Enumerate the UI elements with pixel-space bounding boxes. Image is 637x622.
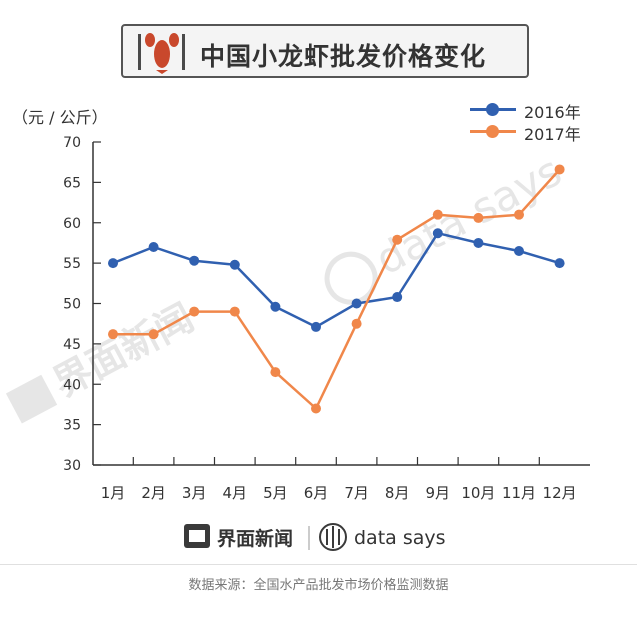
y-tick-label: 65 [63,175,81,191]
x-tick-label: 12月 [543,484,577,502]
x-tick-label: 1月 [101,484,126,502]
legend-label-2016: 2016年 [524,103,581,122]
legend-marker-2016 [486,103,499,116]
x-tick-label: 5月 [263,484,288,502]
data-point-2017年 [108,329,118,340]
series-line-2017年 [113,168,561,410]
legend-item-2016: 2016年 [470,98,630,122]
data-point-2017年 [351,318,362,329]
data-point-2017年 [554,164,565,175]
data-point-2016年 [351,298,362,309]
knife-shape [182,34,185,70]
x-tick-label: 8月 [385,484,410,502]
data-point-2016年 [270,301,281,312]
y-tick-label: 40 [63,377,81,393]
y-tick-label: 50 [63,297,81,313]
data-point-2016年 [311,321,321,332]
crayfish-icon [138,33,185,74]
x-tick-label: 7月 [344,484,369,502]
x-tick-label: 2月 [141,484,166,502]
data-point-2016年 [514,246,524,257]
y-tick-label: 35 [63,418,81,434]
legend-label-2017: 2017年 [524,125,581,144]
data-point-2017年 [148,329,159,340]
data-point-2016年 [432,228,443,239]
legend: 2016年 2017年 [470,98,630,144]
data-point-2016年 [108,258,118,269]
data-point-2016年 [229,259,240,270]
data-point-2016年 [392,292,403,303]
series-line-2016年 [112,231,560,329]
crayfish-claw-right [169,33,179,47]
watermark-text-right: data says [368,146,570,284]
crayfish-body [154,40,170,68]
x-tick-label: 9月 [426,484,451,502]
data-point-2016年 [189,255,200,266]
footer-separator [0,564,637,565]
y-tick-label: 45 [63,337,81,353]
legend-marker-2017 [486,125,499,138]
y-tick-label: 30 [63,458,81,474]
watermark-logo-icon [5,374,58,424]
data-source: 数据来源：全国水产品批发市场价格监测数据 [188,578,449,593]
data-point-2017年 [229,306,240,317]
x-tick-label: 6月 [304,484,329,502]
x-tick-label: 10月 [461,484,495,502]
crayfish-claw-left [145,33,155,47]
data-point-2017年 [270,367,281,378]
x-tick-label: 3月 [182,484,207,502]
data-point-2016年 [148,241,159,252]
datasays-logo-icon [319,523,347,551]
data-point-2017年 [311,403,321,414]
y-tick-label: 60 [63,216,81,232]
data-point-2017年 [432,209,443,220]
data-point-2016年 [554,258,565,269]
jiemian-logo-inner [189,530,205,542]
footer-logos: 界面新闻 data says [184,523,446,551]
y-tick-label: 70 [63,135,81,151]
x-tick-label: 11月 [502,484,536,502]
data-point-2017年 [473,212,484,223]
watermark-group: 界面新闻 data says [5,146,570,424]
y-tick-label: 55 [63,256,81,272]
data-point-2017年 [514,209,524,220]
watermark-circle-icon [324,251,378,305]
data-point-2016年 [473,237,484,248]
chart-title: 中国小龙虾批发价格变化 [200,42,487,71]
footer-logo-jiemian: 界面新闻 [217,527,293,550]
title-box [121,24,529,78]
footer-logo-datasays: data says [354,527,446,549]
crayfish-tail [156,70,168,74]
data-point-2017年 [189,306,200,317]
data-point-2017年 [392,234,403,245]
fork-shape [138,34,141,70]
x-tick-label: 4月 [223,484,248,502]
legend-item-2017: 2017年 [470,120,630,144]
y-axis-unit-label: （元 / 公斤） [12,108,108,127]
